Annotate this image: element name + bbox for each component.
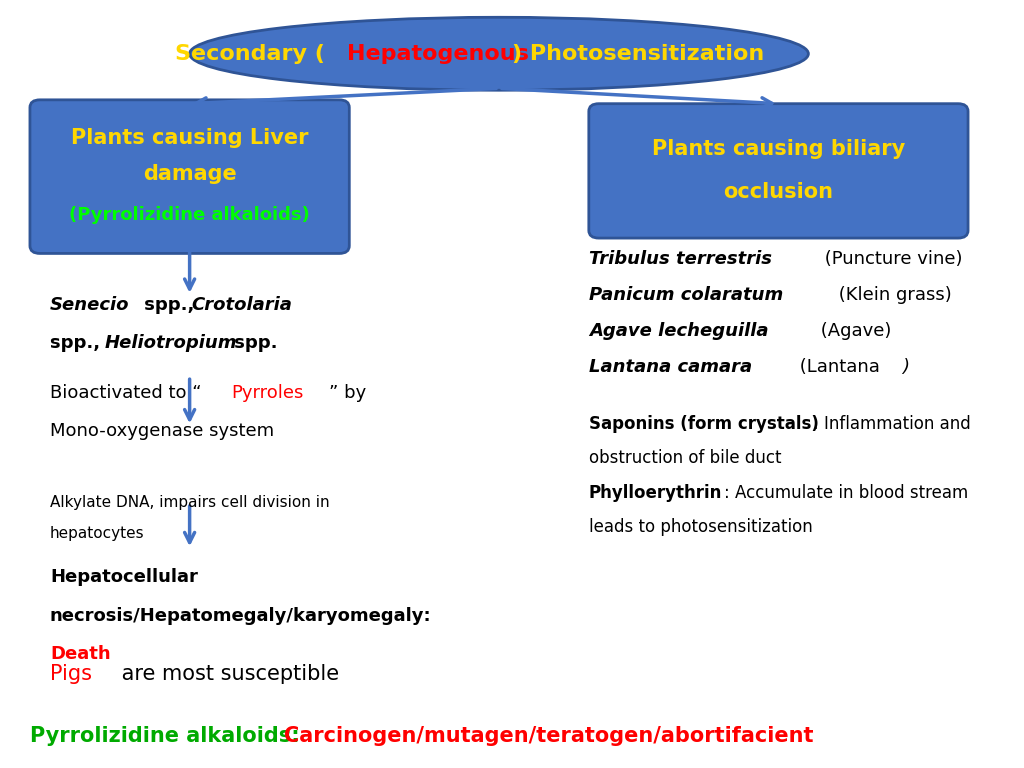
Text: (Klein grass): (Klein grass) [834, 286, 952, 303]
Text: Alkylate DNA, impairs cell division in: Alkylate DNA, impairs cell division in [50, 495, 330, 511]
Text: (Puncture vine): (Puncture vine) [819, 250, 963, 267]
Text: Secondary (: Secondary ( [175, 44, 325, 64]
Text: (Agave): (Agave) [814, 322, 891, 339]
Text: obstruction of bile duct: obstruction of bile duct [589, 449, 781, 467]
Text: Agave lecheguilla: Agave lecheguilla [589, 322, 768, 339]
Text: Lantana camara: Lantana camara [589, 358, 752, 376]
Ellipse shape [189, 17, 808, 91]
Text: ): ) [902, 358, 909, 376]
Text: : Accumulate in blood stream: : Accumulate in blood stream [724, 484, 968, 502]
Text: (Lantana: (Lantana [794, 358, 880, 376]
FancyBboxPatch shape [589, 104, 968, 238]
Text: Panicum colaratum: Panicum colaratum [589, 286, 783, 303]
Text: Hepatocellular: Hepatocellular [50, 568, 198, 586]
Text: Pyrrolizidine alkaloids:: Pyrrolizidine alkaloids: [30, 726, 307, 746]
Text: spp.: spp. [227, 334, 278, 352]
Text: Mono-oxygenase system: Mono-oxygenase system [50, 422, 274, 440]
Text: ) Photosensitization: ) Photosensitization [512, 44, 764, 64]
Text: Carcinogen/mutagen/teratogen/abortifacient: Carcinogen/mutagen/teratogen/abortifacie… [285, 726, 814, 746]
Text: spp.,: spp., [50, 334, 106, 352]
Text: Senecio: Senecio [50, 296, 129, 313]
Text: Pyrroles: Pyrroles [231, 384, 304, 402]
Text: Bioactivated to “: Bioactivated to “ [50, 384, 202, 402]
Text: Heliotropium: Heliotropium [104, 334, 238, 352]
Text: are most susceptible: are most susceptible [115, 664, 339, 684]
Text: Death: Death [50, 645, 111, 663]
Text: spp.,: spp., [137, 296, 201, 313]
Text: Pigs: Pigs [50, 664, 92, 684]
Text: hepatocytes: hepatocytes [50, 526, 144, 541]
Text: occlusion: occlusion [723, 182, 834, 202]
Text: Plants causing Liver: Plants causing Liver [71, 128, 308, 148]
Text: damage: damage [142, 164, 237, 184]
Text: leads to photosensitization: leads to photosensitization [589, 518, 813, 536]
FancyBboxPatch shape [30, 100, 349, 253]
Text: Saponins (form crystals): Saponins (form crystals) [589, 415, 819, 432]
Text: Phylloerythrin: Phylloerythrin [589, 484, 722, 502]
Text: (Pyrrolizidine alkaloids): (Pyrrolizidine alkaloids) [70, 207, 310, 224]
Text: Hepatogenous: Hepatogenous [347, 44, 529, 64]
Text: ” by: ” by [330, 384, 367, 402]
Text: necrosis/Hepatomegaly/karyomegaly:: necrosis/Hepatomegaly/karyomegaly: [50, 607, 431, 624]
Text: : Inflammation and: : Inflammation and [813, 415, 971, 432]
Text: Plants causing biliary: Plants causing biliary [652, 140, 905, 160]
Text: Tribulus terrestris: Tribulus terrestris [589, 250, 772, 267]
Text: Crotolaria: Crotolaria [191, 296, 293, 313]
